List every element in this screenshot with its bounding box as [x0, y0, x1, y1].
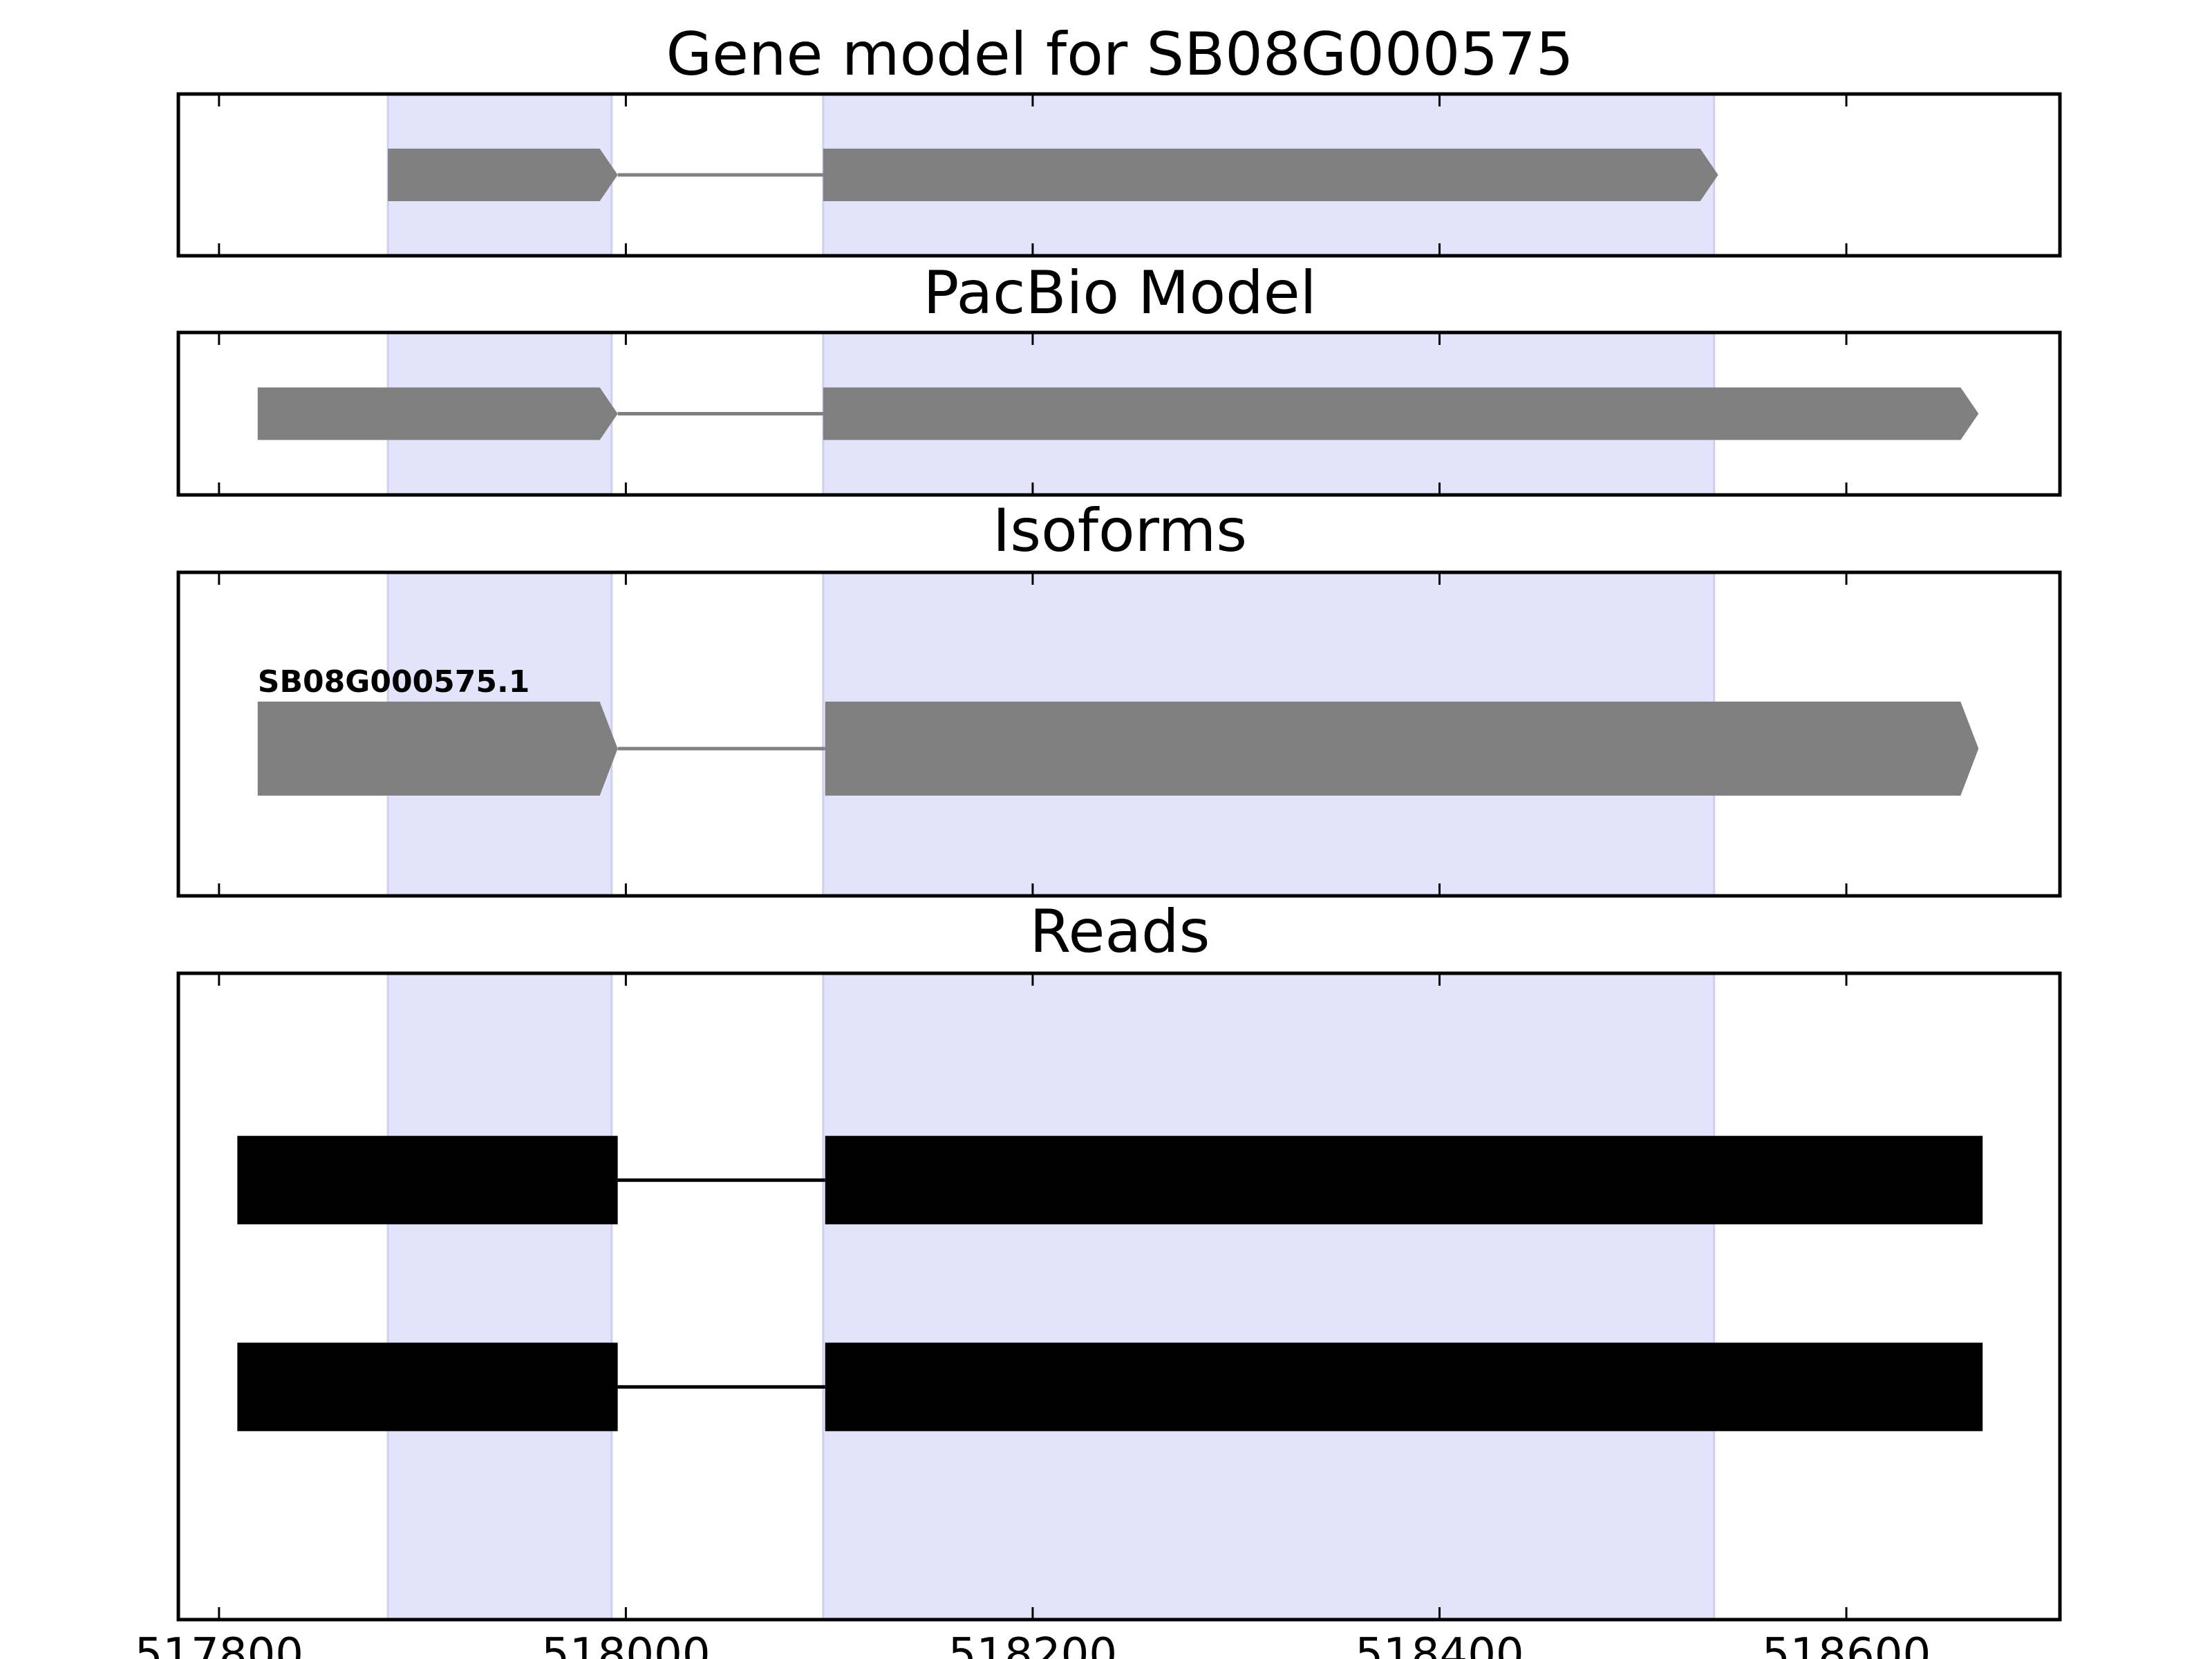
read-exon	[825, 1342, 1983, 1432]
axes-frame	[176, 971, 2062, 1622]
x-tick-label: 517800	[135, 1629, 303, 1659]
highlight-region	[386, 972, 613, 1621]
x-tick-label: 518400	[1355, 1629, 1524, 1659]
axes-frame	[176, 570, 2062, 898]
exon-block	[825, 702, 1979, 796]
read-exon	[237, 1342, 618, 1432]
read-exon	[825, 1136, 1983, 1225]
axes-frame	[176, 330, 2062, 497]
x-tick-label: 518200	[948, 1629, 1117, 1659]
x-tick-label: 518000	[541, 1629, 710, 1659]
exon-block	[257, 702, 618, 796]
x-tick-label: 518600	[1762, 1629, 1931, 1659]
panel-title-pacbio-model: PacBio Model	[923, 259, 1316, 328]
exon-block	[257, 387, 618, 440]
highlight-region	[822, 972, 1716, 1621]
axes-frame	[176, 92, 2062, 258]
panel-3	[176, 971, 2062, 1622]
panel-title-reads: Reads	[1030, 897, 1210, 966]
panel-2: SB08G000575.1	[176, 570, 2062, 898]
plot-layer: SB08G000575.1 517800 518000 518200 518400 518…	[135, 92, 2062, 1659]
exon-block	[823, 387, 1979, 440]
read-exon	[237, 1136, 618, 1225]
panel-1	[176, 330, 2062, 497]
exon-block	[823, 149, 1718, 201]
exon-block	[388, 149, 618, 201]
panel-title-isoforms: Isoforms	[993, 496, 1247, 565]
panel-0	[176, 92, 2062, 258]
panel-title-gene-model: Gene model for SB08G000575	[666, 20, 1574, 89]
isoform-label: SB08G000575.1	[258, 664, 530, 700]
